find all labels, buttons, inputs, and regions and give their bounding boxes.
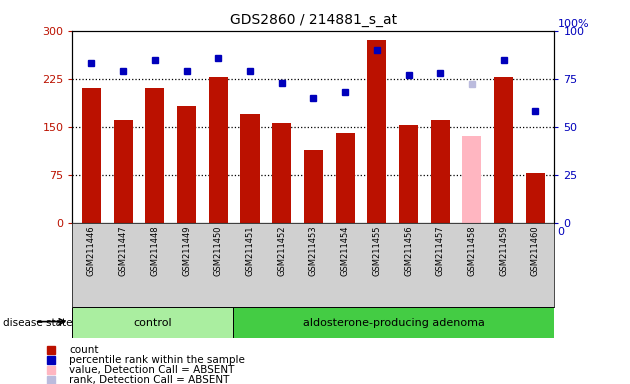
Text: GSM211446: GSM211446 xyxy=(87,225,96,276)
Bar xyxy=(526,173,545,223)
Text: GSM211451: GSM211451 xyxy=(246,225,255,276)
Text: aldosterone-producing adenoma: aldosterone-producing adenoma xyxy=(303,318,484,328)
Text: GSM211454: GSM211454 xyxy=(341,225,350,276)
Bar xyxy=(146,88,164,223)
Bar xyxy=(233,307,554,338)
Text: GSM211448: GSM211448 xyxy=(151,225,159,276)
Text: value, Detection Call = ABSENT: value, Detection Call = ABSENT xyxy=(69,365,234,375)
Text: control: control xyxy=(134,318,172,328)
Bar xyxy=(72,307,233,338)
Bar xyxy=(336,133,355,223)
Bar xyxy=(367,40,386,223)
Bar xyxy=(304,151,323,223)
Bar xyxy=(113,120,133,223)
Bar xyxy=(272,123,291,223)
Text: GSM211455: GSM211455 xyxy=(372,225,381,276)
Text: GSM211458: GSM211458 xyxy=(467,225,476,276)
Bar xyxy=(399,126,418,223)
Text: GSM211450: GSM211450 xyxy=(214,225,223,276)
Text: percentile rank within the sample: percentile rank within the sample xyxy=(69,355,245,365)
Text: GSM211453: GSM211453 xyxy=(309,225,318,276)
Bar xyxy=(209,77,228,223)
Text: GSM211449: GSM211449 xyxy=(182,225,191,276)
Bar xyxy=(462,136,481,223)
Bar xyxy=(494,77,513,223)
Bar xyxy=(82,88,101,223)
Text: disease state: disease state xyxy=(3,318,72,328)
Bar xyxy=(177,106,196,223)
Text: GSM211452: GSM211452 xyxy=(277,225,286,276)
Text: 100%: 100% xyxy=(558,19,589,29)
Text: count: count xyxy=(69,345,99,355)
Text: GSM211457: GSM211457 xyxy=(436,225,445,276)
Bar xyxy=(431,120,450,223)
Text: GSM211460: GSM211460 xyxy=(531,225,540,276)
Text: GSM211456: GSM211456 xyxy=(404,225,413,276)
Text: rank, Detection Call = ABSENT: rank, Detection Call = ABSENT xyxy=(69,375,229,384)
Text: 0: 0 xyxy=(558,227,564,237)
Text: GSM211459: GSM211459 xyxy=(499,225,508,276)
Title: GDS2860 / 214881_s_at: GDS2860 / 214881_s_at xyxy=(230,13,397,27)
Text: GSM211447: GSM211447 xyxy=(118,225,128,276)
Bar xyxy=(241,114,260,223)
